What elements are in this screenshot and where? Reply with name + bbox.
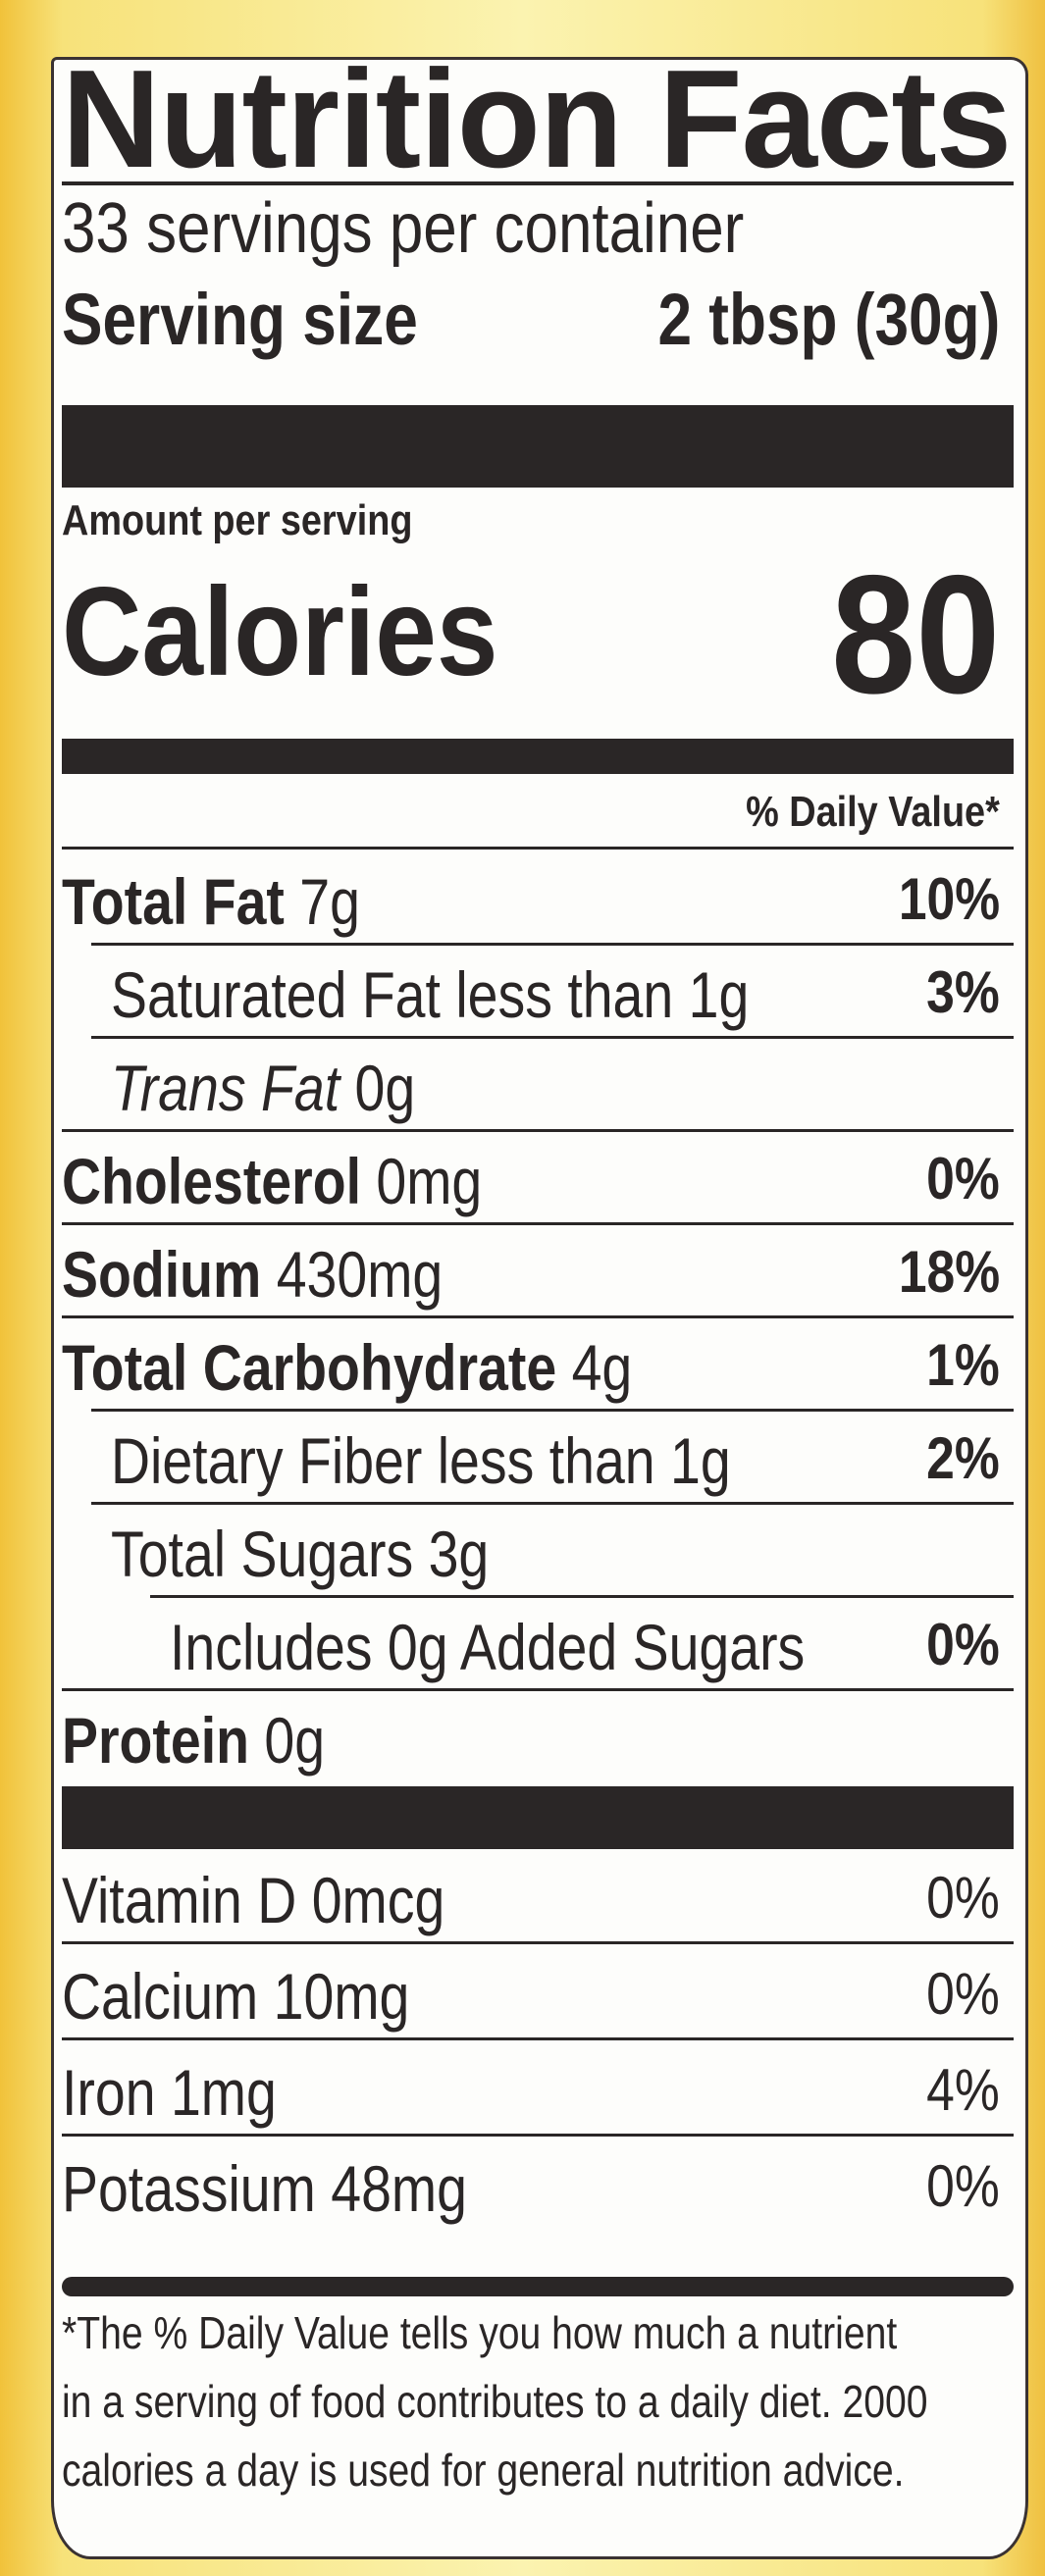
nutrient-name: Saturated Fat less than 1g: [111, 959, 749, 1031]
nutrient-row: Trans Fat 0g: [62, 1039, 1014, 1132]
nutrient-amount: 0g: [264, 1704, 326, 1777]
vitamin-name: Iron 1mg: [62, 2057, 277, 2129]
vitamin-amount: 0mcg: [311, 1864, 445, 1937]
nutrient-row: Dietary Fiber less than 1g 2%: [62, 1412, 1014, 1505]
nutrient-label: Trans Fat: [111, 1052, 340, 1125]
divider: [62, 2037, 1014, 2040]
nutrient-amount: less than 1g: [437, 1424, 731, 1498]
divider: [62, 1129, 1014, 1132]
thick-divider: [62, 405, 1014, 488]
vitamin-label: Iron: [62, 2056, 156, 2130]
label-title: Nutrition Facts: [62, 41, 1012, 197]
nutrient-name: Trans Fat 0g: [111, 1053, 415, 1124]
divider: [91, 943, 1014, 946]
nutrient-row: Includes 0g Added Sugars 0%: [62, 1598, 1014, 1691]
nutrient-name: Includes 0g Added Sugars: [170, 1612, 805, 1683]
divider: [62, 2134, 1014, 2137]
servings-per-container: 33 servings per container: [62, 189, 745, 268]
nutrient-name: Cholesterol 0mg: [62, 1146, 482, 1217]
nutrient-name: Dietary Fiber less than 1g: [111, 1425, 731, 1497]
nutrient-daily-value: 1%: [926, 1332, 1000, 1398]
vitamin-amount: 48mg: [331, 2152, 467, 2226]
calories-label: Calories: [62, 562, 498, 702]
vitamin-label: Vitamin D: [62, 1864, 297, 1937]
daily-value-header: % Daily Value*: [746, 788, 1000, 836]
nutrient-row: Total Fat 7g 10%: [62, 852, 1014, 946]
nutrient-row: Protein 0g: [62, 1691, 1014, 1784]
nutrient-row: Saturated Fat less than 1g 3%: [62, 946, 1014, 1039]
nutrient-daily-value: 18%: [898, 1239, 1000, 1305]
divider: [91, 1036, 1014, 1039]
nutrient-label: Total Sugars: [111, 1518, 414, 1591]
nutrient-label: Saturated Fat: [111, 958, 441, 1032]
divider: [91, 1409, 1014, 1412]
vitamin-name: Vitamin D 0mcg: [62, 1865, 444, 1936]
nutrient-row: Total Carbohydrate 4g 1%: [62, 1318, 1014, 1412]
nutrient-name: Total Sugars 3g: [111, 1519, 489, 1590]
nutrient-label: Includes 0g Added Sugars: [170, 1611, 806, 1684]
divider: [62, 1688, 1014, 1691]
footnote-line: *The % Daily Value tells you how much a …: [62, 2307, 898, 2358]
nutrient-name: Total Carbohydrate 4g: [62, 1332, 632, 1404]
divider: [62, 1222, 1014, 1225]
footnote-line: in a serving of food contributes to a da…: [62, 2376, 928, 2427]
vitamin-row: Vitamin D 0mcg 0%: [62, 1851, 1014, 1944]
serving-size-label: Serving size: [62, 279, 418, 360]
nutrient-label: Dietary Fiber: [111, 1424, 423, 1498]
vitamin-daily-value: 4%: [926, 2057, 1000, 2123]
vitamin-name: Potassium 48mg: [62, 2153, 467, 2225]
divider: [91, 1502, 1014, 1505]
nutrition-facts-label: Nutrition Facts 33 servings per containe…: [51, 50, 1028, 2559]
footnote-line: calories a day is used for general nutri…: [62, 2445, 905, 2496]
divider: [62, 181, 1014, 185]
nutrient-daily-value: 2%: [926, 1425, 1000, 1491]
divider: [62, 847, 1014, 850]
nutrient-name: Protein 0g: [62, 1705, 325, 1777]
vitamin-label: Potassium: [62, 2152, 316, 2226]
vitamin-row: Calcium 10mg 0%: [62, 1947, 1014, 2040]
calories-value: 80: [830, 541, 1000, 729]
nutrient-label: Protein: [62, 1704, 249, 1777]
nutrient-amount: 4g: [571, 1331, 633, 1405]
vitamin-daily-value: 0%: [926, 1865, 1000, 1931]
thick-divider: [62, 2277, 1014, 2296]
vitamin-amount: 1mg: [170, 2056, 277, 2130]
nutrient-label: Sodium: [62, 1238, 262, 1312]
amount-per-serving: Amount per serving: [62, 496, 413, 544]
vitamin-name: Calcium 10mg: [62, 1961, 409, 2033]
nutrient-name: Sodium 430mg: [62, 1239, 443, 1311]
nutrient-daily-value: 0%: [926, 1612, 1000, 1677]
nutrient-daily-value: 10%: [898, 866, 1000, 932]
vitamin-daily-value: 0%: [926, 2153, 1000, 2219]
nutrient-amount: less than 1g: [455, 958, 750, 1032]
nutrient-label: Total Fat: [62, 865, 285, 939]
nutrient-amount: 0mg: [376, 1145, 483, 1218]
serving-size-value: 2 tbsp (30g): [657, 279, 1000, 360]
vitamin-row: Potassium 48mg 0%: [62, 2139, 1014, 2233]
nutrient-row: Cholesterol 0mg 0%: [62, 1132, 1014, 1225]
nutrient-amount: 430mg: [276, 1238, 444, 1312]
vitamin-row: Iron 1mg 4%: [62, 2043, 1014, 2137]
nutrient-row: Total Sugars 3g: [62, 1505, 1014, 1598]
divider: [150, 1595, 1014, 1598]
nutrient-label: Total Carbohydrate: [62, 1331, 557, 1405]
nutrient-daily-value: 0%: [926, 1146, 1000, 1211]
thick-divider: [62, 1786, 1014, 1849]
nutrient-name: Total Fat 7g: [62, 866, 360, 938]
divider: [62, 1941, 1014, 1944]
vitamin-daily-value: 0%: [926, 1961, 1000, 2027]
thick-divider: [62, 739, 1014, 774]
nutrient-amount: 7g: [299, 865, 360, 939]
vitamin-amount: 10mg: [273, 1960, 410, 2034]
nutrient-amount: 3g: [428, 1518, 490, 1591]
nutrient-label: Cholesterol: [62, 1145, 361, 1218]
nutrient-row: Sodium 430mg 18%: [62, 1225, 1014, 1318]
nutrient-daily-value: 3%: [926, 959, 1000, 1025]
vitamin-label: Calcium: [62, 1960, 259, 2034]
divider: [62, 1315, 1014, 1318]
nutrient-amount: 0g: [354, 1052, 416, 1125]
